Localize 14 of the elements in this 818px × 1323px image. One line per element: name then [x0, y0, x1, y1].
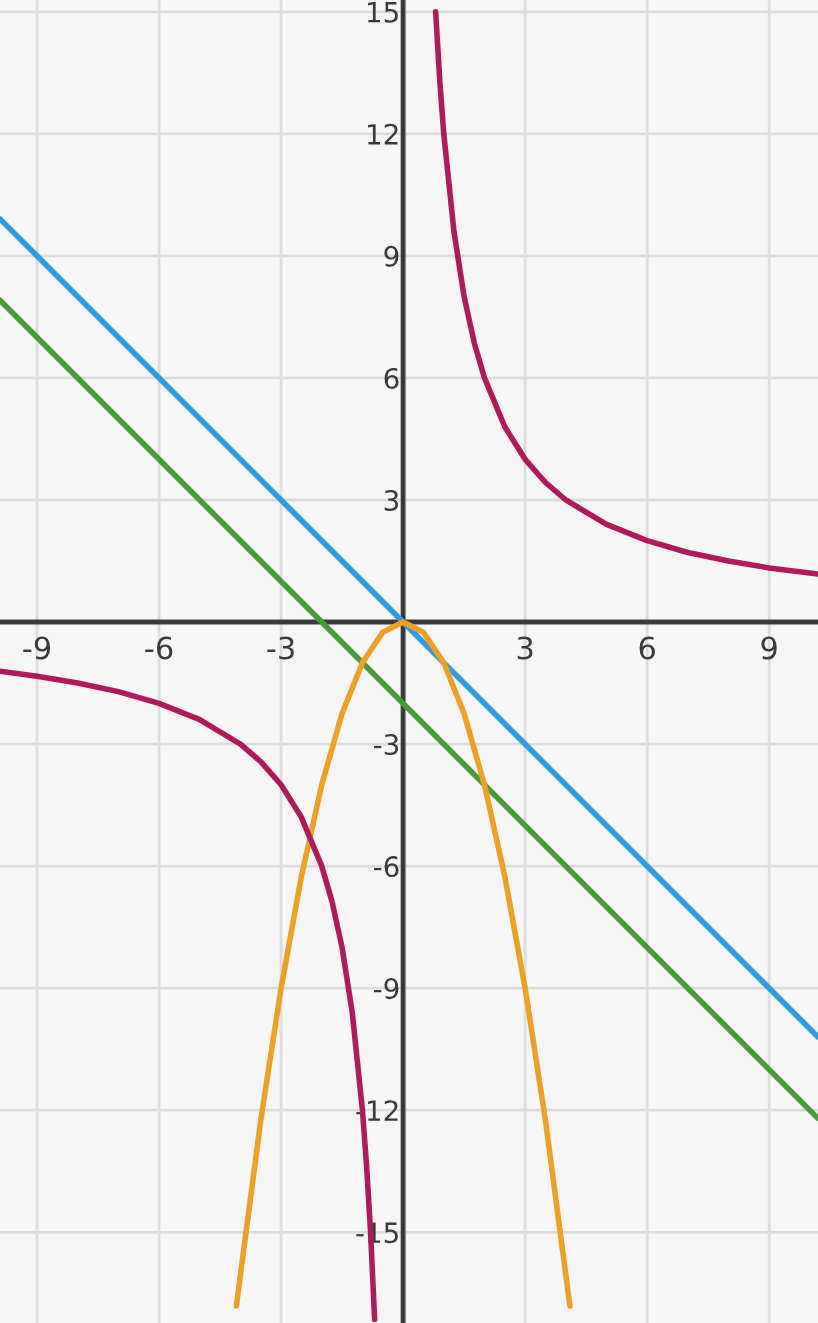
x-tick-label: 9 [761, 636, 777, 660]
x-tick-label: -3 [267, 636, 294, 660]
y-tick-label: -3 [373, 734, 399, 756]
y-tick-label: 15 [368, 2, 398, 23]
x-tick-label: -9 [23, 636, 51, 660]
x-tick-label: -6 [145, 636, 173, 660]
y-tick-label: 12 [368, 123, 398, 145]
y-tick-label: 9 [384, 245, 399, 267]
y-tick-label: 6 [384, 367, 399, 389]
x-tick-label: 6 [639, 636, 655, 660]
y-tick-label: 3 [384, 489, 399, 511]
x-tick-label: 3 [517, 636, 533, 660]
y-tick-label: -6 [373, 856, 399, 878]
y-tick-label: -9 [373, 978, 399, 1000]
